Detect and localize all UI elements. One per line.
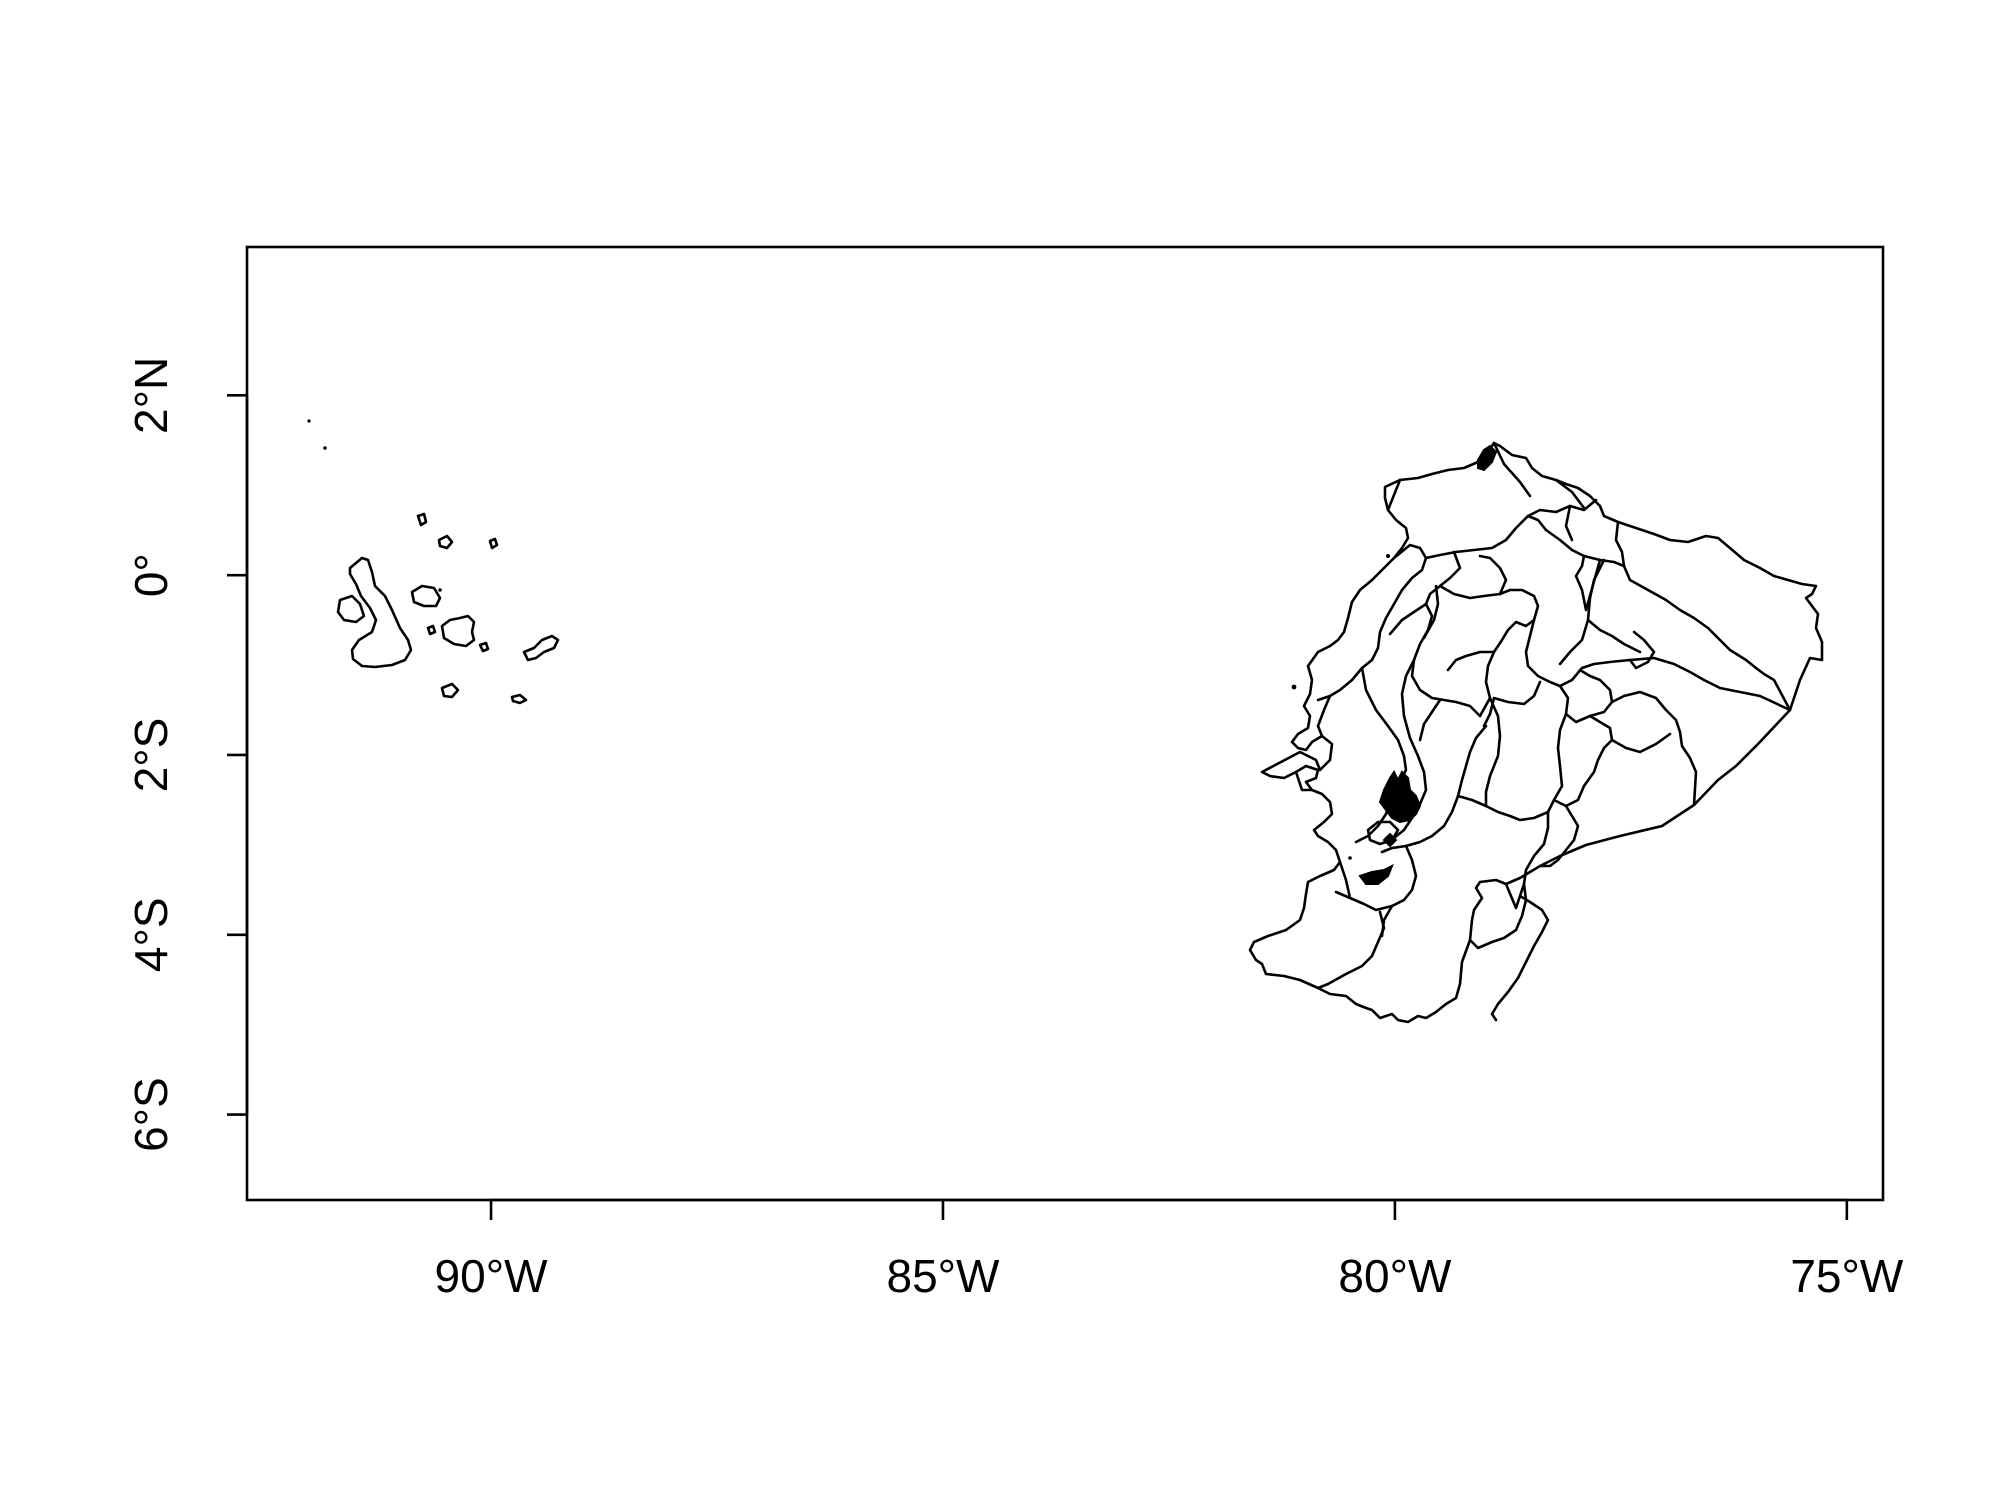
island-rabida (438, 588, 442, 592)
guayaquil-dense-area (1378, 770, 1422, 824)
province-border (1418, 698, 1442, 742)
x-tick-label: 75°W (1790, 1250, 1904, 1302)
province-border (1622, 564, 1792, 712)
province-border (1446, 650, 1496, 672)
province-border (1538, 804, 1580, 868)
x-tick-label: 80°W (1338, 1250, 1452, 1302)
jambeli-dense-area (1358, 863, 1394, 885)
province-border (1558, 558, 1606, 666)
y-tick-label: 6°S (125, 1077, 177, 1152)
northern-coast-dense-area (1477, 444, 1498, 472)
island-floreana (440, 682, 460, 699)
province-border (1614, 520, 1626, 568)
province-border (1410, 550, 1482, 718)
province-border (1294, 770, 1314, 792)
island-san-cristobal (522, 634, 560, 662)
island-santiago (410, 584, 442, 608)
country-outline (1248, 441, 1824, 1024)
x-tick-label: 85°W (886, 1250, 1000, 1302)
province-border (1574, 554, 1602, 612)
island-darwin (307, 419, 311, 423)
province-border (1438, 584, 1502, 600)
province-border (1380, 904, 1394, 938)
province-border (1388, 602, 1428, 636)
province-border (1484, 696, 1502, 808)
province-border (1552, 714, 1614, 808)
province-border (1354, 666, 1408, 844)
coast-islet (1386, 554, 1390, 558)
province-border (1564, 504, 1574, 542)
province-border (1316, 694, 1332, 738)
province-border (1316, 543, 1428, 702)
province-border (1468, 882, 1528, 950)
province-border (1334, 844, 1418, 912)
province-border (1526, 514, 1626, 568)
province-border (1628, 630, 1656, 670)
y-axis: 2°N 0° 2°S 4°S 6°S (125, 357, 249, 1152)
coast-islet (1348, 856, 1352, 860)
province-border (1478, 554, 1508, 596)
province-border (1482, 680, 1542, 728)
province-border (1610, 732, 1672, 754)
island-marchena (437, 534, 454, 550)
estuary-dense-area (1382, 832, 1398, 848)
island-isabela (348, 556, 413, 669)
island-pinzon (426, 624, 437, 636)
y-tick-label: 4°S (125, 897, 177, 972)
x-tick-label: 90°W (435, 1250, 549, 1302)
galapagos-islands (307, 419, 560, 705)
province-border (1498, 588, 1792, 712)
x-axis: 90°W 85°W 80°W 75°W (435, 1198, 1904, 1302)
plot-frame (245, 245, 1885, 1202)
province-border (1422, 584, 1440, 640)
island-santa-cruz (440, 614, 476, 648)
province-border (1558, 668, 1614, 724)
y-tick-label: 0° (125, 553, 177, 597)
province-border (1316, 910, 1386, 990)
island-fernandina (336, 594, 366, 624)
puna-island (1366, 820, 1400, 846)
island-santa-fe (478, 641, 490, 653)
y-tick-label: 2°S (125, 718, 177, 793)
province-border (1456, 794, 1550, 822)
island-wolf (323, 446, 327, 450)
province-border (1554, 478, 1586, 510)
coast-islet (1291, 684, 1297, 690)
province-border (1490, 894, 1550, 1022)
island-genovesa (488, 537, 499, 550)
province-border (1338, 860, 1352, 900)
province-border (1386, 478, 1402, 512)
island-espanola (510, 693, 528, 705)
province-border (1504, 712, 1568, 910)
province-border (1492, 441, 1532, 498)
island-pinta (416, 512, 428, 527)
province-border (1610, 690, 1698, 807)
province-border (1478, 618, 1536, 718)
y-tick-label: 2°N (125, 357, 177, 434)
ecuador-mainland (1248, 441, 1824, 1024)
province-border (1586, 618, 1642, 654)
